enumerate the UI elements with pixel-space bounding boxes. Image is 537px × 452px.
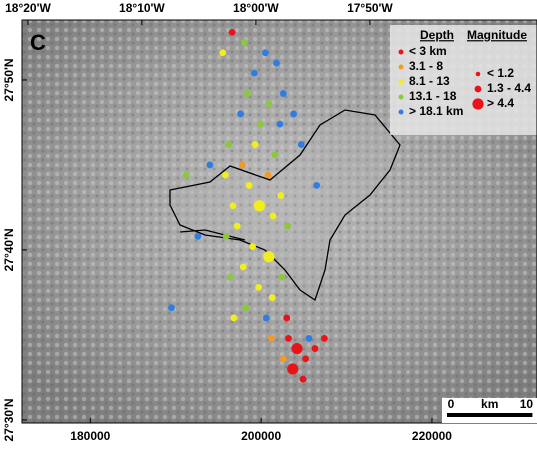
- event: [257, 121, 264, 128]
- event: [246, 182, 253, 189]
- event: [287, 363, 298, 374]
- event: [230, 202, 237, 209]
- event: [312, 345, 319, 352]
- lat-tick-label: 27°40'N: [2, 228, 16, 271]
- scale-bar: [447, 413, 532, 417]
- lon-tick-label: 18°10'W: [119, 1, 165, 15]
- legend-swatch: [399, 80, 404, 85]
- event: [270, 213, 277, 220]
- event: [283, 315, 290, 322]
- event: [249, 243, 256, 250]
- legend-label: > 4.4: [487, 96, 514, 110]
- event: [244, 90, 251, 97]
- event: [269, 294, 276, 301]
- event: [168, 304, 175, 311]
- scale-label: 10: [520, 397, 534, 411]
- event: [300, 376, 307, 383]
- event: [268, 335, 275, 342]
- event: [242, 304, 249, 311]
- event: [222, 172, 229, 179]
- event: [280, 355, 287, 362]
- legend-size: [476, 72, 481, 77]
- event: [183, 172, 190, 179]
- scale-label: 0: [448, 397, 455, 411]
- legend-label: 3.1 - 8: [409, 59, 443, 73]
- legend-label: 1.3 - 4.4: [487, 81, 531, 95]
- event: [313, 182, 320, 189]
- event: [262, 49, 269, 56]
- panel-label: C: [30, 30, 46, 55]
- x-tick-label: 220000: [412, 429, 452, 443]
- event: [219, 49, 226, 56]
- event: [291, 343, 302, 354]
- event: [230, 315, 237, 322]
- event: [254, 200, 265, 211]
- legend-size: [475, 86, 482, 93]
- event: [240, 264, 247, 271]
- event: [227, 274, 234, 281]
- event: [273, 60, 280, 67]
- event: [277, 121, 284, 128]
- event: [306, 335, 313, 342]
- event: [271, 151, 278, 158]
- event: [223, 233, 230, 240]
- lat-tick-label: 27°30'N: [2, 398, 16, 441]
- legend-title: Depth: [420, 28, 454, 42]
- event: [239, 162, 246, 169]
- event: [265, 100, 272, 107]
- legend-size: [472, 98, 483, 109]
- event: [263, 251, 274, 262]
- event: [277, 192, 284, 199]
- event: [252, 141, 259, 148]
- legend-swatch: [399, 50, 404, 55]
- legend-label: < 1.2: [487, 66, 514, 80]
- event: [284, 223, 291, 230]
- event: [298, 141, 305, 148]
- map-figure: Depth Magnitude < 3 km3.1 - 88.1 - 1313.1 …: [0, 0, 537, 447]
- x-tick-label: 200000: [241, 429, 281, 443]
- event: [225, 141, 232, 148]
- legend-label: > 18.1 km: [409, 104, 463, 118]
- event: [278, 274, 285, 281]
- event: [285, 335, 292, 342]
- event: [206, 162, 213, 169]
- legend-label: < 3 km: [409, 44, 447, 58]
- legend-label: 8.1 - 13: [409, 74, 450, 88]
- scale-bar: 0 km 10: [442, 397, 537, 423]
- event: [255, 284, 262, 291]
- event: [302, 355, 309, 362]
- event: [265, 172, 272, 179]
- legend-title: Magnitude: [467, 28, 527, 42]
- event: [229, 29, 236, 36]
- legend-swatch: [399, 110, 404, 115]
- lon-tick-label: 17°50'W: [347, 1, 393, 15]
- event: [263, 315, 270, 322]
- event: [290, 111, 297, 118]
- lon-tick-label: 18°20'W: [5, 1, 51, 15]
- legend-label: 13.1 - 18: [409, 89, 457, 103]
- lat-tick-label: 27°50'N: [2, 58, 16, 101]
- event: [280, 90, 287, 97]
- event: [251, 70, 258, 77]
- legend-swatch: [399, 95, 404, 100]
- event: [234, 223, 241, 230]
- event: [321, 335, 328, 342]
- x-tick-label: 180000: [70, 429, 110, 443]
- scale-label: km: [481, 397, 498, 411]
- event: [195, 233, 202, 240]
- lon-tick-label: 18°00'W: [233, 1, 279, 15]
- event: [241, 39, 248, 46]
- legend-swatch: [399, 65, 404, 70]
- event: [237, 111, 244, 118]
